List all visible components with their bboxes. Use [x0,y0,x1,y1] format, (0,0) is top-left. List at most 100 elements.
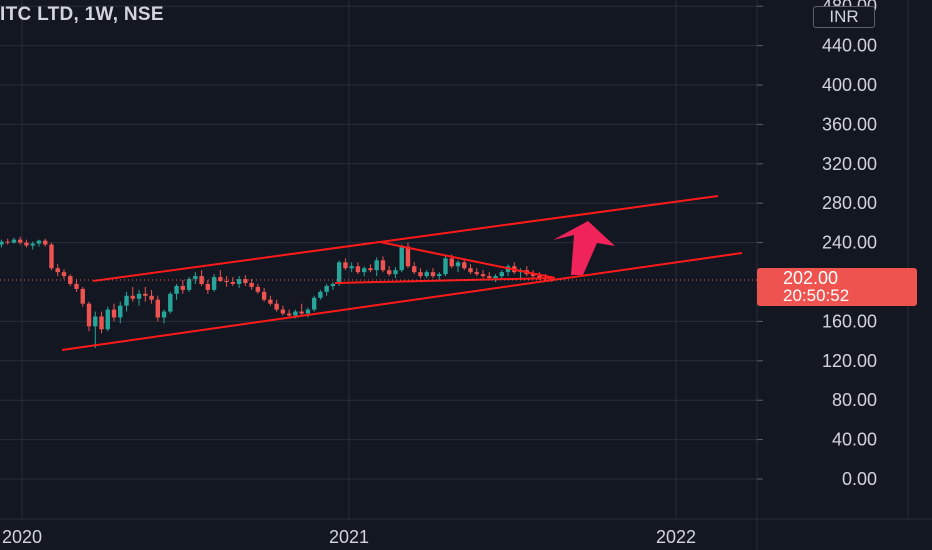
candle [280,305,286,316]
time-axis[interactable]: 2020 2021 2022 [2,527,696,547]
candle [349,262,354,273]
candle [86,301,92,332]
candlestick-series [0,236,555,348]
y-tick-label: 440.00 [822,36,877,56]
candle [74,279,79,292]
candle [380,256,386,273]
y-tick-label: 160.00 [822,311,877,331]
candle [311,295,317,312]
candle [330,282,336,290]
bar-countdown: 20:50:52 [783,286,850,305]
chart-title: ITC LTD, 1W, NSE [0,4,164,25]
candle [468,264,473,275]
candle [36,239,42,247]
candle [412,262,417,275]
candle [11,237,17,244]
candle [99,311,104,334]
candle [43,238,48,247]
candle [274,299,279,312]
candle [68,274,73,286]
candle [130,286,135,302]
candle [118,301,123,324]
candle [136,289,142,306]
candle [399,244,404,273]
candle [180,280,186,294]
candle [149,289,154,304]
candle [474,268,479,277]
candle [505,264,511,277]
candle [361,266,367,277]
candle [393,267,398,279]
last-price-label: 202.00 20:50:52 [757,268,917,306]
candle [261,287,267,302]
y-tick-label: 360.00 [822,114,877,134]
candle [174,283,179,300]
candle [424,270,429,279]
up-arrow-icon[interactable] [553,221,615,275]
x-tick-label: 2020 [2,527,42,547]
y-tick-label: 0.00 [842,469,877,489]
candle [236,276,242,288]
candle [168,291,173,314]
y-tick-label: 280.00 [822,193,877,213]
candle [336,260,342,286]
candle [186,277,192,292]
candle [355,262,361,275]
candle [193,272,198,284]
candle [299,303,304,316]
candle [387,266,392,277]
candle [199,270,204,286]
candle [493,274,498,282]
triangle-upper-line[interactable] [379,241,556,279]
candle [318,289,323,300]
y-tick-label: 40.00 [832,430,877,450]
candle [61,269,67,280]
candle [124,291,129,312]
channel-lower-line[interactable] [61,252,743,351]
x-tick-label: 2021 [329,527,369,547]
y-tick-label: 400.00 [822,75,877,95]
price-axis[interactable]: 480.00440.00400.00360.00320.00280.00240.… [757,0,877,489]
candle [243,275,248,286]
candle [437,272,442,281]
last-price-value: 202.00 [783,268,839,288]
candle [49,242,54,271]
candle [268,295,273,306]
candle [5,238,10,245]
channel-upper-line[interactable] [92,195,719,282]
candle [93,311,98,348]
candle [512,262,517,275]
candle [249,279,254,290]
candle [18,236,23,245]
candle [24,239,29,248]
candle [368,264,373,273]
currency-button[interactable]: INR [813,6,875,28]
candle [224,276,229,287]
candle [443,256,448,277]
candle [111,303,117,322]
candle [0,239,4,248]
candle [230,277,236,286]
candle [418,268,423,279]
y-tick-label: 80.00 [832,390,877,410]
y-tick-label: 320.00 [822,154,877,174]
candle [143,286,148,302]
x-tick-label: 2022 [656,527,696,547]
candle [455,260,461,273]
candle [211,274,217,292]
candle [80,286,85,307]
candle [255,283,261,294]
candle [30,241,35,250]
candle [324,283,329,296]
candle [430,268,436,279]
y-tick-label: 120.00 [822,351,877,371]
y-tick-label: 240.00 [822,233,877,253]
candle [55,264,60,277]
candle [105,306,110,332]
candle [480,270,486,279]
candle [374,257,379,277]
candle [343,258,348,271]
candle [161,309,167,324]
